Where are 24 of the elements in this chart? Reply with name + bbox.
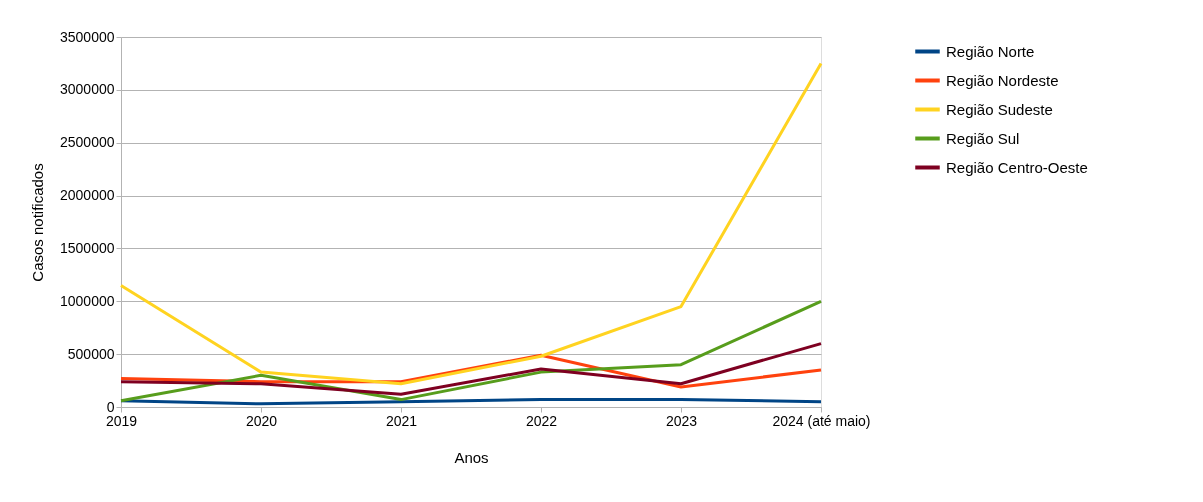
legend-label: Região Sul bbox=[946, 129, 1020, 147]
y-tick-label: 0 bbox=[106, 398, 115, 415]
x-tick-label: 2020 bbox=[245, 412, 278, 429]
x-tick-label: 2019 bbox=[105, 412, 138, 429]
legend-label: Região Sudeste bbox=[946, 100, 1053, 118]
x-tick-label: 2024 (até maio) bbox=[772, 412, 871, 429]
x-tick-label: 2022 bbox=[525, 412, 558, 429]
line-series bbox=[119, 61, 823, 386]
y-tick-label: 3500000 bbox=[59, 28, 115, 45]
line-series bbox=[119, 342, 823, 396]
legend-label: Região Nordeste bbox=[946, 71, 1059, 89]
y-tick-label: 2000000 bbox=[59, 187, 115, 204]
line-series bbox=[119, 299, 823, 403]
x-axis-title: Anos bbox=[454, 448, 489, 466]
legend-label: Região Centro-Oeste bbox=[946, 158, 1088, 176]
y-tick-label: 500000 bbox=[67, 345, 115, 362]
y-tick-label: 1500000 bbox=[59, 239, 115, 256]
y-axis-title: Casos notificados bbox=[29, 163, 46, 282]
x-tick-label: 2023 bbox=[665, 412, 698, 429]
y-tick-label: 3000000 bbox=[59, 81, 115, 98]
legend-label: Região Norte bbox=[946, 42, 1035, 60]
y-tick-label: 1000000 bbox=[59, 292, 115, 309]
y-tick-label: 2500000 bbox=[59, 134, 115, 151]
x-tick-label: 2021 bbox=[385, 412, 418, 429]
